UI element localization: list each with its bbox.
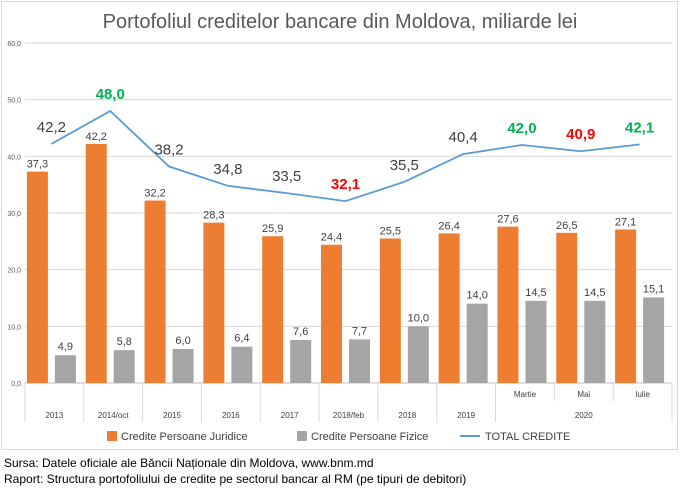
bar-label-juridice: 25,9: [262, 223, 283, 235]
bar-label-fizice: 7,6: [293, 326, 308, 338]
bar-juridice: [497, 226, 519, 383]
bar-label-juridice: 28,3: [203, 210, 224, 222]
bar-label-fizice: 14,5: [525, 287, 546, 299]
y-tick-label: 40,0: [7, 154, 21, 161]
bar-label-fizice: 4,9: [58, 341, 73, 353]
bar-label-juridice: 25,5: [380, 226, 401, 238]
bar-juridice: [85, 143, 107, 383]
bar-label-juridice: 26,5: [556, 220, 577, 232]
bar-juridice: [556, 232, 578, 383]
x-tick-label: 2015: [163, 411, 181, 420]
bar-fizice: [407, 326, 429, 383]
chart-svg: Portofoliul creditelor bancare din Moldo…: [7, 11, 673, 443]
x-tick-label: 2017: [281, 411, 299, 420]
total-line: [50, 109, 640, 203]
total-label: 42,0: [507, 120, 536, 137]
y-tick-label: 20,0: [7, 268, 21, 275]
bar-fizice: [643, 297, 665, 383]
legend-swatch-fizice: [297, 431, 307, 441]
total-label: 34,8: [213, 161, 242, 178]
total-label: 42,1: [625, 119, 654, 136]
bar-juridice: [203, 222, 225, 383]
total-label: 42,2: [37, 119, 66, 136]
total-label: 38,2: [154, 142, 183, 159]
report-note: Raport: Structura portofoliului de credi…: [4, 472, 467, 486]
bar-label-fizice: 15,1: [643, 283, 664, 295]
y-tick-label: 60,0: [7, 41, 21, 48]
y-tick-label: 50,0: [7, 98, 21, 105]
x-tick-label: 2016: [222, 411, 240, 420]
bar-juridice: [26, 171, 48, 383]
total-label: 33,5: [272, 168, 301, 185]
y-tick-label: 0,0: [11, 381, 21, 388]
legend-swatch-juridice: [107, 431, 117, 441]
total-label: 40,4: [449, 129, 478, 146]
bar-juridice: [144, 200, 166, 383]
bar-label-fizice: 14,5: [584, 287, 605, 299]
bar-label-fizice: 6,4: [234, 333, 249, 345]
y-tick-label: 30,0: [7, 211, 21, 218]
bar-juridice: [321, 244, 342, 383]
bar-label-juridice: 37,3: [27, 159, 48, 171]
chart-title: Portofoliul creditelor bancare din Moldo…: [103, 11, 578, 33]
x-tick-label: 2019: [457, 411, 475, 420]
bar-fizice: [54, 355, 76, 383]
bar-label-juridice: 27,6: [497, 214, 518, 226]
bar-juridice: [262, 236, 284, 383]
legend-label-fizice: Credite Persoane Fizice: [311, 431, 428, 443]
bar-label-juridice: 27,1: [615, 216, 636, 228]
source-note: Sursa: Datele oficiale ale Băncii Națion…: [4, 456, 374, 470]
bar-juridice: [438, 233, 460, 383]
x-tick-label: 2013: [46, 411, 64, 420]
x-tick-label: 2018: [398, 411, 416, 420]
legend-label-juridice: Credite Persoane Juridice: [121, 431, 248, 443]
bar-juridice: [615, 229, 637, 383]
bar-label-fizice: 7,7: [352, 325, 367, 337]
bar-label-juridice: 26,4: [438, 220, 459, 232]
bar-label-fizice: 5,8: [117, 336, 132, 348]
x-tick-label: Iulie: [635, 390, 650, 399]
x-tick-label: 2014/oct: [98, 411, 129, 420]
x-group-label: 2020: [575, 411, 593, 420]
total-label: 35,5: [390, 157, 419, 174]
bar-fizice: [349, 339, 370, 383]
bar-fizice: [525, 300, 547, 383]
total-label: 48,0: [96, 86, 125, 103]
bar-label-fizice: 14,0: [466, 290, 487, 302]
total-label: 40,9: [566, 126, 595, 143]
total-label: 32,1: [331, 176, 360, 193]
bar-fizice: [584, 300, 606, 383]
bar-fizice: [172, 349, 194, 383]
legend-label-total: TOTAL CREDITE: [485, 431, 570, 443]
bar-label-fizice: 6,0: [175, 335, 190, 347]
bar-label-fizice: 10,0: [408, 312, 429, 324]
bar-fizice: [231, 346, 253, 383]
bar-label-juridice: 42,2: [86, 131, 107, 143]
bar-fizice: [290, 339, 312, 383]
x-tick-label: 2018/feb: [333, 411, 365, 420]
bar-label-juridice: 24,4: [321, 232, 342, 244]
bar-juridice: [379, 238, 401, 383]
y-tick-label: 10,0: [7, 324, 21, 331]
x-tick-label: Mai: [577, 390, 590, 399]
bar-fizice: [113, 350, 135, 383]
x-tick-label: Martie: [514, 390, 537, 399]
bar-fizice: [466, 303, 488, 383]
bar-label-juridice: 32,2: [144, 188, 165, 200]
